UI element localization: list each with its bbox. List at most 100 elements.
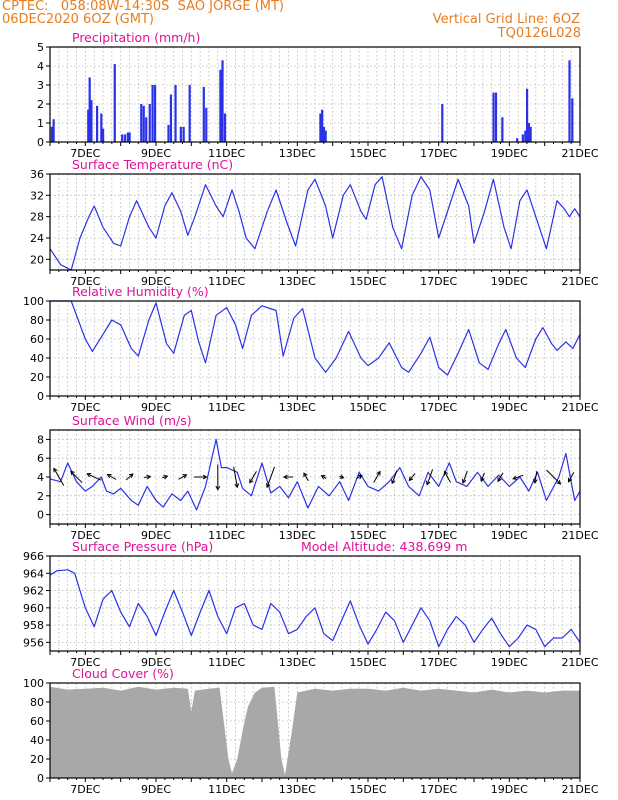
wind-arrow-head (320, 475, 326, 480)
wind-ytick-label: 2 (37, 490, 44, 503)
wind-arrow-shaft (125, 473, 134, 481)
wind-arrow-head (376, 470, 381, 476)
wind-arrow (339, 474, 345, 479)
precipitation-bar (494, 92, 498, 142)
precipitation-bar (145, 117, 148, 142)
wind-arrow (391, 470, 398, 485)
wind-arrow-head (128, 473, 134, 478)
cloud-cover-ytick-label: 40 (30, 734, 44, 747)
wind-arrow-shaft (462, 470, 468, 484)
temperature-ytick-label: 32 (30, 189, 44, 202)
pressure-title: Surface Pressure (hPa) (72, 539, 213, 554)
precipitation-bar (95, 105, 99, 142)
pressure-ytick-label: 966 (23, 550, 44, 563)
wind-xtick-label: 13DEC (279, 529, 316, 542)
temperature-ytick-label: 28 (30, 211, 44, 224)
pressure-series-line (49, 569, 581, 648)
humidity-title: Relative Humidity (%) (72, 284, 209, 299)
wind-arrow-head (146, 474, 152, 480)
pressure-ytick-label: 960 (23, 602, 44, 615)
pressure-xtick-label: 15DEC (349, 656, 386, 669)
wind-arrow-shaft (107, 474, 117, 480)
cloud-cover-ytick-label: 100 (23, 677, 44, 690)
precipitation-ytick-label: 1 (37, 117, 44, 130)
precipitation-xtick-label: 21DEC (561, 147, 598, 160)
wind-arrow-shaft (53, 468, 65, 486)
precipitation-bar (526, 88, 529, 142)
pressure-ytick-label: 958 (23, 619, 44, 632)
temperature-series-line (49, 176, 581, 271)
temperature-xtick-label: 11DEC (208, 275, 245, 288)
wind-arrow-shaft (534, 471, 538, 483)
precipitation-bar (90, 100, 93, 142)
wind-arrow-head (202, 474, 208, 480)
humidity-xtick-label: 13DEC (279, 401, 316, 414)
precipitation-bar (100, 113, 103, 142)
wind-arrow-shaft (443, 471, 452, 483)
wind-arrow-head (282, 474, 288, 480)
cloud-cover-ytick-label: 80 (30, 696, 44, 709)
wind-arrow-head (215, 485, 221, 491)
wind-arrow-shaft (546, 469, 561, 485)
wind-arrow-head (249, 478, 254, 484)
wind-ytick-label: 0 (37, 509, 44, 522)
precipitation-bar (202, 86, 205, 142)
precipitation-bar (167, 124, 170, 142)
precipitation-bar (516, 138, 519, 142)
humidity-ytick-label: 80 (30, 314, 44, 327)
wind-arrow-head (556, 480, 562, 485)
temperature-xtick-label: 15DEC (349, 275, 386, 288)
precipitation-bar (221, 60, 224, 142)
wind-title: Surface Wind (m/s) (72, 413, 192, 428)
wind-arrow (178, 474, 188, 480)
wind-arrow-head (86, 473, 92, 478)
wind-xtick-label: 19DEC (491, 529, 528, 542)
precipitation-bar (223, 113, 227, 142)
cloud-cover-ytick-label: 60 (30, 715, 44, 728)
cloud-cover-xtick-label: 15DEC (349, 783, 386, 796)
wind-arrow (426, 469, 434, 486)
pressure-xtick-label: 17DEC (420, 656, 457, 669)
cloud-cover-title: Cloud Cover (%) (72, 666, 174, 681)
precipitation-xtick-label: 19DEC (491, 147, 528, 160)
precipitation-bar (219, 69, 222, 142)
wind-arrow-head (461, 478, 467, 484)
precipitation-bar (524, 130, 527, 142)
temperature-ytick-label: 20 (30, 253, 44, 266)
cloud-cover-xtick-label: 17DEC (420, 783, 457, 796)
temperature-xtick-label: 21DEC (561, 275, 598, 288)
cloud-cover-panel: 0 20 40 60 80 100 7DEC 9DEC 11DEC 13DEC 15DEC 17DEC… (23, 666, 599, 796)
header-run-date: 06DEC2020 6OZ (GMT) (2, 12, 154, 27)
precipitation-xtick-label: 11DEC (208, 147, 245, 160)
humidity-ytick-label: 20 (30, 371, 44, 384)
humidity-xtick-label: 7DEC (70, 401, 100, 414)
wind-arrow (497, 472, 504, 483)
wind-arrow-shaft (266, 466, 275, 488)
wind-arrow (533, 471, 538, 484)
precipitation-title: Precipitation (mm/h) (72, 30, 200, 45)
pressure-xtick-label: 9DEC (141, 656, 171, 669)
wind-arrow-shaft (249, 470, 257, 484)
wind-arrow-head (182, 474, 188, 479)
wind-xtick-label: 21DEC (561, 529, 598, 542)
wind-arrow (320, 475, 327, 480)
precipitation-xtick-label: 9DEC (141, 147, 171, 160)
pressure-xtick-label: 11DEC (208, 656, 245, 669)
wind-arrow-head (408, 476, 414, 482)
wind-arrow (144, 474, 152, 480)
pressure-panel: 956 958 960 962 964 966 7DEC 9DEC 11DEC 13DEC 15DE… (23, 539, 599, 669)
wind-arrow-head (163, 475, 169, 480)
precipitation-xtick-label: 13DEC (279, 147, 316, 160)
pressure-ytick-label: 964 (23, 567, 44, 580)
precipitation-xtick-label: 17DEC (420, 147, 457, 160)
cloud-cover-ytick-label: 20 (30, 753, 44, 766)
temperature-xtick-label: 7DEC (70, 275, 100, 288)
precipitation-bar (174, 85, 177, 142)
precipitation-panel: 0 1 2 3 4 5 7DEC 9DEC 11DEC 13DEC 15DEC 17DEC 19DEC 2… (37, 30, 599, 160)
precipitation-bar (568, 60, 571, 142)
cloud-cover-xtick-label: 19DEC (491, 783, 528, 796)
wind-arrow (480, 472, 485, 483)
wind-arrow-head (234, 483, 240, 489)
wind-arrow (443, 470, 452, 483)
wind-arrow-shaft (178, 474, 187, 480)
